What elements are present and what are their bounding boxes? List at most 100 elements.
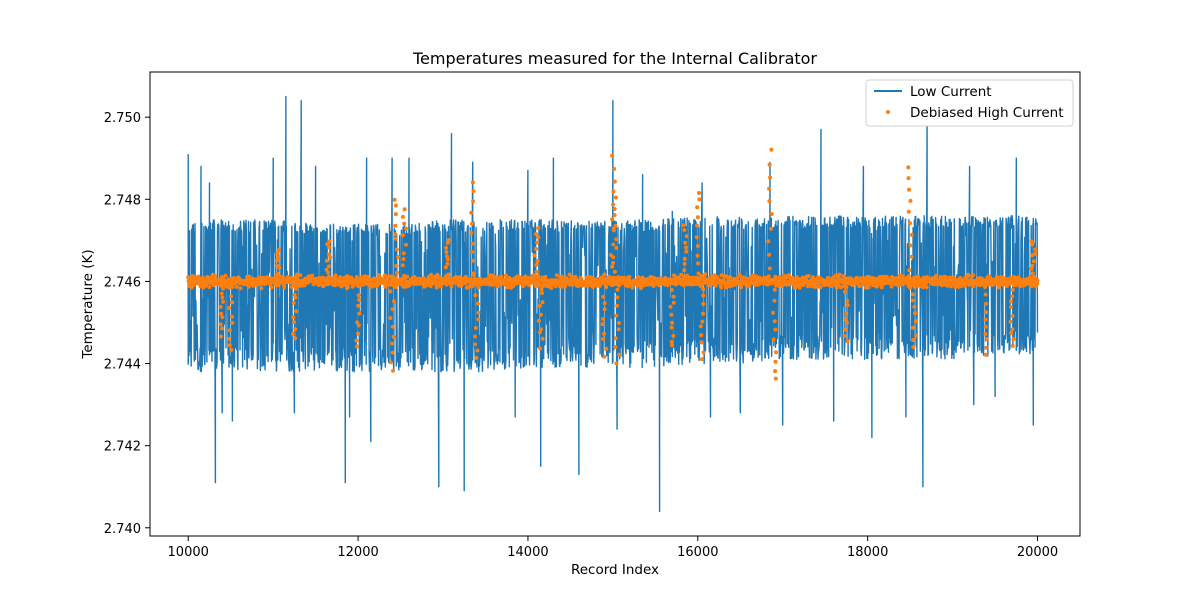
high-current-outlier-point [357,311,362,316]
high-current-outlier-point [906,209,911,214]
high-current-outlier-point [535,240,540,245]
high-current-outlier-point [471,189,476,194]
high-current-outlier-point [475,348,480,353]
high-current-point [247,274,252,279]
x-tick-label: 20000 [1017,545,1058,560]
high-current-point [540,275,545,280]
high-current-outlier-point [772,319,777,324]
high-current-outlier-point [402,273,406,278]
high-current-outlier-point [1010,287,1015,292]
high-current-outlier-point [1010,327,1015,332]
high-current-outlier-point [327,245,332,250]
high-current-outlier-point [911,345,916,350]
high-current-outlier-point [357,297,362,302]
high-current-point [298,273,303,278]
high-current-outlier-point [601,336,606,341]
high-current-outlier-point [230,300,235,305]
legend-dot-swatch [886,110,890,114]
high-current-outlier-point [540,291,544,296]
high-current-outlier-point [325,242,330,247]
high-current-outlier-point [220,315,225,320]
high-current-outlier-point [908,243,913,248]
high-current-outlier-point [614,246,619,250]
high-current-outlier-point [275,263,280,268]
high-current-point [966,272,971,277]
high-current-outlier-point [404,242,408,247]
high-current-outlier-point [1010,314,1015,319]
high-current-outlier-point [767,281,772,285]
high-current-outlier-point [275,271,280,276]
high-current-outlier-point [701,293,706,298]
high-current-outlier-point [668,304,673,309]
high-current-point [830,284,834,288]
high-current-outlier-point [227,328,232,333]
high-current-outlier-point [400,263,405,268]
high-current-point [879,285,884,290]
high-current-outlier-point [390,341,395,346]
high-current-point [223,273,228,278]
high-current-outlier-point [328,255,333,260]
y-tick-label: 2.740 [104,522,141,537]
high-current-outlier-point [614,361,619,366]
high-current-point [751,273,756,278]
high-current-outlier-point [218,304,223,309]
high-current-outlier-point [292,292,297,297]
high-current-outlier-point [613,345,618,350]
high-current-outlier-point [910,298,915,303]
high-current-outlier-point [983,332,988,336]
high-current-outlier-point [393,212,398,217]
plot-area [186,95,1040,513]
high-current-outlier-point [1008,299,1013,304]
x-tick-label: 18000 [847,545,888,560]
legend-box [865,79,1074,127]
high-current-outlier-point [983,310,988,315]
high-current-outlier-point [534,232,538,236]
high-current-outlier-point [395,270,399,275]
high-current-outlier-point [615,295,620,300]
high-current-outlier-point [767,162,772,167]
high-current-outlier-point [470,221,474,226]
high-current-outlier-point [1008,319,1013,324]
high-current-outlier-point [327,239,332,244]
high-current-outlier-point [602,301,607,306]
high-current-outlier-point [983,317,988,322]
high-current-outlier-point [355,344,359,349]
high-current-point [1005,283,1009,288]
high-current-outlier-point [473,293,478,298]
high-current-outlier-point [697,197,702,202]
high-current-outlier-point [354,338,359,343]
high-current-outlier-point [669,339,674,344]
high-current-outlier-point [682,261,687,266]
high-current-point [449,284,454,289]
high-current-outlier-point [468,279,473,284]
high-current-point [692,282,696,287]
high-current-outlier-point [388,316,393,320]
high-current-point [837,272,842,277]
high-current-outlier-point [698,324,703,329]
high-current-point [906,274,911,279]
high-current-outlier-point [670,281,675,286]
high-current-outlier-point [612,166,617,171]
high-current-point [234,284,239,289]
high-current-outlier-point [475,301,480,306]
high-current-point [557,284,562,289]
high-current-outlier-point [230,320,235,325]
high-current-outlier-point [602,331,606,336]
high-current-outlier-point [908,221,912,226]
high-current-outlier-point [773,359,778,364]
high-current-outlier-point [218,334,223,339]
high-current-outlier-point [537,330,542,335]
high-current-outlier-point [983,352,988,357]
high-current-point [838,285,843,290]
high-current-point [841,274,846,279]
high-current-outlier-point [474,280,479,285]
high-current-point [719,285,724,290]
high-current-outlier-point [614,237,619,242]
high-current-outlier-point [291,315,296,320]
high-current-outlier-point [401,257,406,262]
high-current-outlier-point [445,257,450,262]
high-current-outlier-point [767,199,772,204]
high-current-outlier-point [394,247,399,252]
high-current-outlier-point [356,284,361,289]
high-current-outlier-point [911,281,916,286]
